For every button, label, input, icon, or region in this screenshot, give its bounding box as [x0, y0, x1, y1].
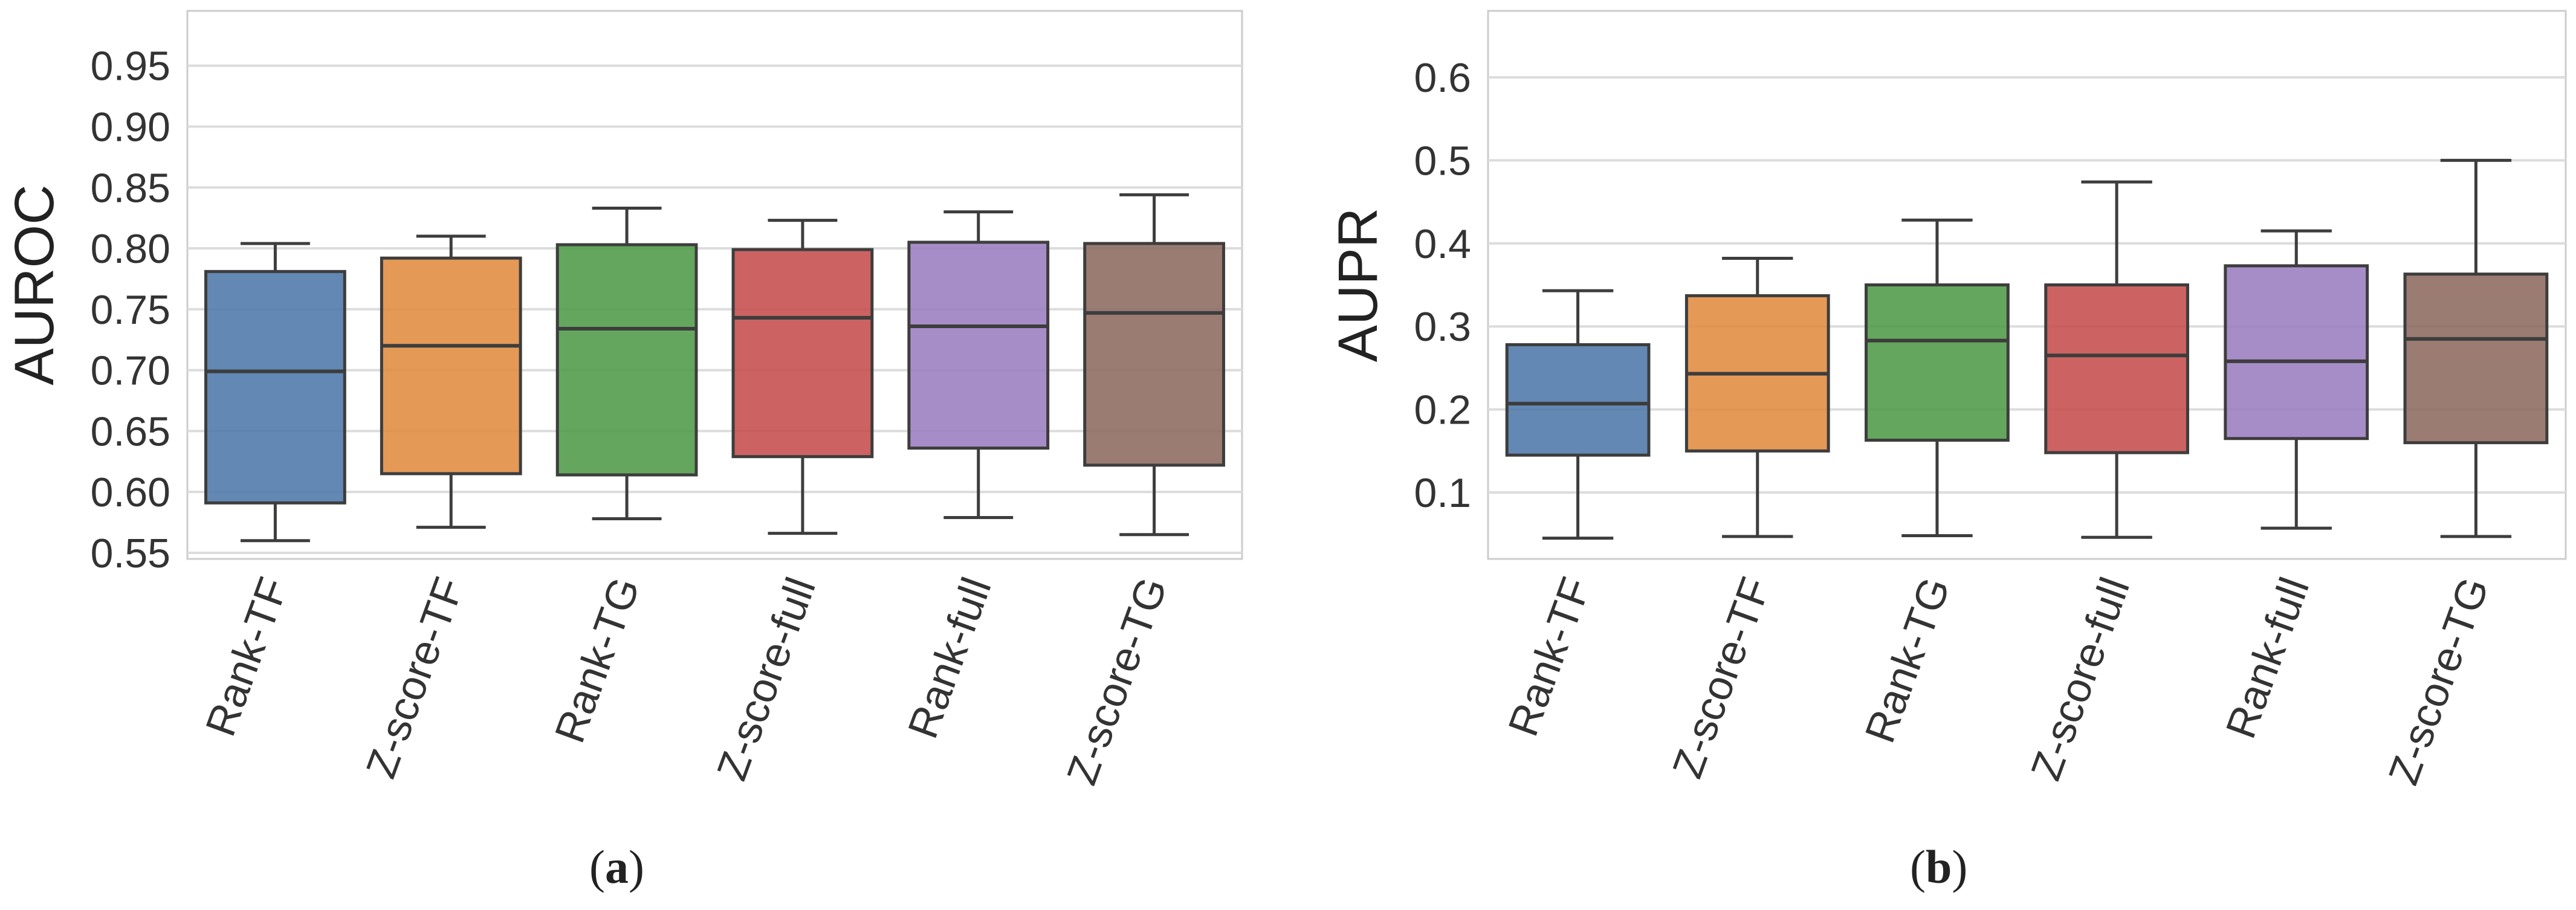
chart-panel-a: 0.55 0.60 0.65 0.70 0.75 0.80 0.85 0.90 0.95 AURO… — [4, 10, 1243, 790]
box-rank-full — [2224, 229, 2369, 530]
box-rank-tg — [555, 207, 698, 520]
box-z-score-tf — [380, 234, 522, 529]
x-tick-label: Z-score-TF — [1663, 571, 1779, 784]
y-tick-label: 0.1 — [1414, 470, 1471, 516]
y-tick-label: 0.2 — [1414, 387, 1471, 433]
x-tick-label: Rank-full — [2217, 571, 2319, 744]
plot-area — [186, 10, 1243, 560]
box-body — [2044, 283, 2189, 454]
y-tick-label: 0.70 — [91, 348, 170, 394]
y-tick-label: 0.4 — [1414, 221, 1471, 267]
box-rank-full — [907, 210, 1050, 519]
box-body — [380, 256, 522, 476]
box-rank-tf — [1505, 289, 1651, 540]
box-body — [1505, 343, 1651, 457]
x-tick-label: Rank-TF — [196, 571, 297, 742]
y-tick-label: 0.65 — [91, 408, 170, 454]
x-tick-label: Rank-TG — [1856, 571, 1959, 748]
box-rank-tf — [204, 242, 346, 543]
x-tick-label: Z-score-TG — [2380, 571, 2498, 790]
panel-label-a: (a) — [589, 841, 644, 893]
chart-panel-b: 0.1 0.2 0.3 0.4 0.5 0.6 AUPR Rank-TF Z-score-TF R… — [1327, 10, 2567, 790]
box-body — [731, 248, 874, 459]
y-tick-label: 0.60 — [91, 470, 170, 515]
y-axis-label: AUROC — [4, 184, 65, 385]
y-tick-label: 0.95 — [91, 44, 170, 89]
x-tick-label: Z-score-full — [2022, 571, 2138, 786]
box-body — [907, 240, 1050, 450]
box-z-score-full — [2044, 180, 2189, 539]
box-body — [2403, 273, 2549, 445]
y-tick-label: 0.55 — [91, 531, 170, 576]
box-z-score-tf — [1684, 257, 1830, 538]
box-z-score-full — [731, 219, 874, 535]
box-body — [555, 243, 698, 477]
x-tick-label: Z-score-full — [708, 571, 824, 786]
plot-area — [1487, 10, 2567, 560]
x-tick-label: Z-score-TF — [357, 571, 473, 784]
box-body — [1083, 242, 1225, 467]
y-tick-label: 0.75 — [91, 287, 170, 333]
box-rank-tg — [1865, 218, 2010, 538]
y-tick-label: 0.5 — [1414, 138, 1471, 184]
y-tick-label: 0.6 — [1414, 55, 1471, 101]
y-tick-label: 0.90 — [91, 104, 170, 150]
box-body — [204, 269, 346, 505]
x-tick-label: Z-score-TG — [1058, 571, 1176, 790]
panel-label-b: (b) — [1910, 841, 1968, 893]
x-tick-label: Rank-TG — [546, 571, 649, 748]
box-body — [2224, 264, 2369, 440]
y-tick-label: 0.85 — [91, 165, 170, 211]
x-tick-label: Rank-TF — [1499, 571, 1599, 742]
box-z-score-tg — [1083, 193, 1225, 537]
box-z-score-tg — [2403, 158, 2549, 538]
x-tick-label: Rank-full — [899, 571, 1000, 744]
y-tick-label: 0.80 — [91, 226, 170, 272]
y-axis-label: AUPR — [1327, 208, 1389, 363]
box-body — [1865, 283, 2010, 442]
y-tick-label: 0.3 — [1414, 304, 1471, 350]
